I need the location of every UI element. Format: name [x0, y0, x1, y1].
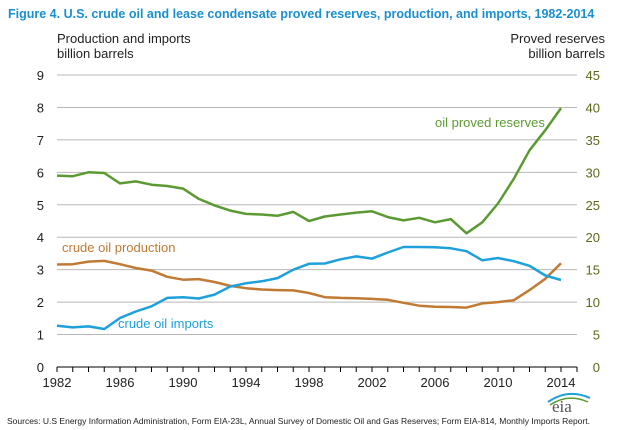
right-tick-label: 5 [593, 328, 600, 343]
left-tick-label: 3 [37, 263, 44, 278]
left-tick-label: 2 [37, 295, 44, 310]
series-line-crude-oil-production [56, 259, 562, 309]
right-tick-label: 0 [593, 360, 600, 375]
right-axis-label-2: billion barrels [528, 46, 605, 61]
x-tick-label: 2006 [421, 375, 450, 390]
right-tick-label: 35 [586, 133, 600, 148]
x-tick-label: 1982 [43, 375, 72, 390]
svg-text:eia: eia [552, 397, 572, 416]
x-tick-label: 2010 [484, 375, 513, 390]
right-tick-label: 20 [586, 230, 600, 245]
right-tick-label: 40 [586, 100, 600, 115]
left-tick-label: 0 [37, 360, 44, 375]
sources-note: Sources: U.S Energy Information Administ… [7, 416, 590, 426]
x-tick-label: 1994 [232, 375, 261, 390]
left-tick-label: 9 [37, 68, 44, 83]
right-tick-label: 30 [586, 165, 600, 180]
left-tick-label: 1 [37, 328, 44, 343]
left-tick-label: 4 [37, 230, 44, 245]
x-tick-label: 2002 [358, 375, 387, 390]
right-axis-label-1: Proved reserves [510, 31, 605, 46]
x-tick-label: 1986 [106, 375, 135, 390]
x-tick-label: 1990 [169, 375, 198, 390]
x-tick-label: 2014 [547, 375, 576, 390]
left-tick-label: 8 [37, 100, 44, 115]
series-label-imports: crude oil imports [118, 316, 214, 331]
right-tick-label: 45 [586, 68, 600, 83]
series-label-production: crude oil production [62, 240, 175, 255]
left-tick-label: 6 [37, 165, 44, 180]
left-tick-label: 5 [37, 198, 44, 213]
x-tick-label: 1998 [295, 375, 324, 390]
left-axis-label-2: billion barrels [57, 46, 134, 61]
eia-logo: eia [547, 392, 591, 416]
right-tick-label: 10 [586, 295, 600, 310]
chart-title: Figure 4. U.S. crude oil and lease conde… [8, 7, 594, 21]
left-axis-label-1: Production and imports [57, 31, 191, 46]
series-line-crude-oil-imports [56, 245, 562, 331]
left-tick-label: 7 [37, 133, 44, 148]
right-tick-label: 15 [586, 263, 600, 278]
series-label-reserves: oil proved reserves [435, 115, 545, 130]
right-tick-label: 25 [586, 198, 600, 213]
series-line-oil-proved-reserves [56, 107, 563, 235]
